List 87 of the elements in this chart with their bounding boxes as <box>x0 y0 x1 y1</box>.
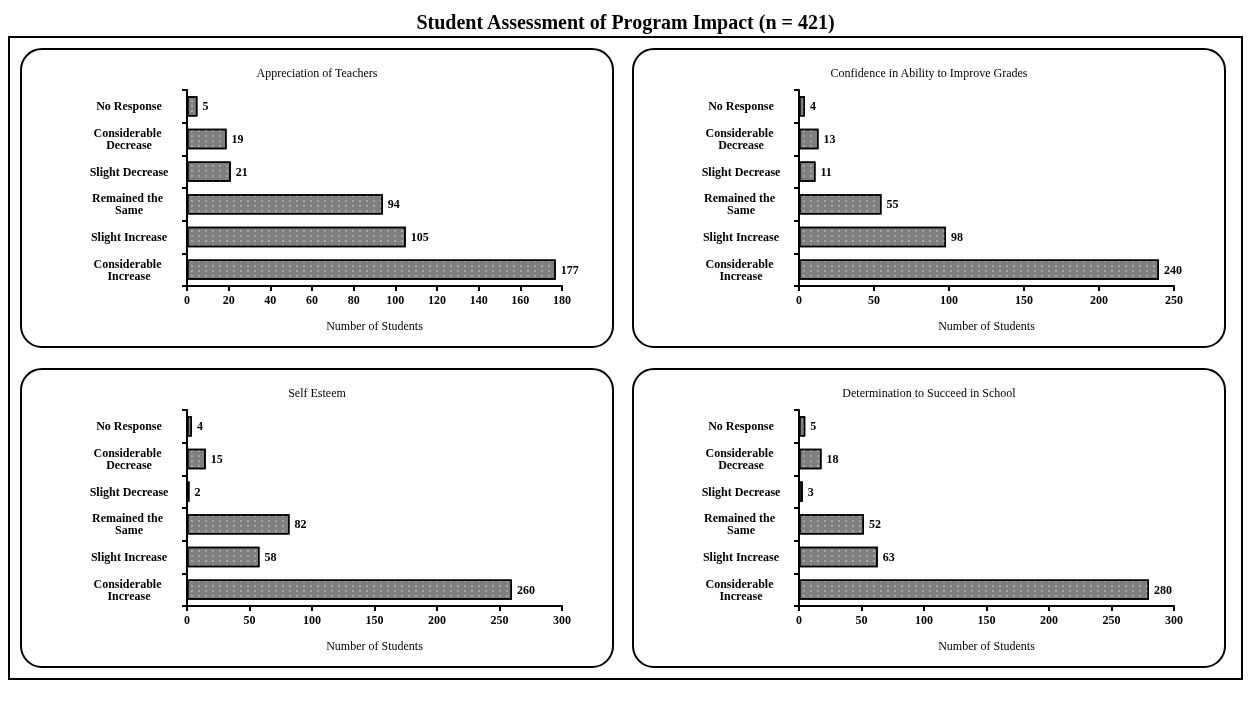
x-tick-label: 0 <box>796 293 802 307</box>
x-tick-label: 100 <box>940 293 958 307</box>
data-label: 21 <box>235 164 248 179</box>
y-tick-label: Considerable Increase <box>705 256 777 283</box>
chart-title: Self Esteem <box>288 386 347 400</box>
y-tick-label: No Response <box>708 419 775 434</box>
x-tick-label: 50 <box>855 613 868 627</box>
data-label: 13 <box>823 132 836 146</box>
data-label: 260 <box>517 582 535 597</box>
x-tick-label: 300 <box>1165 613 1183 627</box>
y-tick-label: Slight Increase <box>90 230 168 244</box>
x-tick-label: 250 <box>1165 293 1183 307</box>
data-label: 4 <box>810 99 816 114</box>
data-label: 15 <box>210 452 223 466</box>
x-tick-label: 300 <box>553 613 571 627</box>
y-tick-label: Slight Increase <box>702 550 780 564</box>
x-tick-label: 100 <box>915 613 933 627</box>
y-tick-label: Slight Decrease <box>701 484 782 499</box>
data-label: 105 <box>410 230 429 244</box>
data-label: 5 <box>810 419 817 434</box>
data-label: 52 <box>869 517 881 532</box>
x-tick-label: 160 <box>511 293 530 307</box>
data-label: 5 <box>202 99 209 114</box>
x-tick-label: 50 <box>868 293 880 307</box>
y-tick-label: Considerable Decrease <box>93 126 165 152</box>
x-tick-label: 150 <box>365 613 384 627</box>
data-label: 3 <box>807 484 814 499</box>
x-tick-label: 80 <box>347 293 360 307</box>
x-tick-label: 200 <box>1040 613 1058 627</box>
x-tick-label: 120 <box>428 293 446 307</box>
x-tick-label: 140 <box>469 293 488 307</box>
x-tick-label: 0 <box>184 293 190 307</box>
x-axis-title: Number of Students <box>938 319 1036 333</box>
y-tick-label: No Response <box>96 99 163 114</box>
y-tick-label: Considerable Decrease <box>705 446 777 472</box>
x-axis-title: Number of Students <box>326 319 424 333</box>
x-tick-label: 180 <box>553 293 571 307</box>
data-label: 177 <box>560 262 579 277</box>
x-tick-label: 20 <box>222 293 235 307</box>
x-tick-label: 250 <box>1102 613 1121 627</box>
data-label: 94 <box>387 197 400 212</box>
data-label: 4 <box>197 419 203 434</box>
data-label: 98 <box>951 230 963 244</box>
data-label: 55 <box>886 197 899 212</box>
x-axis-title: Number of Students <box>326 639 424 653</box>
y-tick-label: No Response <box>96 419 163 434</box>
y-tick-label: Considerable Increase <box>93 576 165 603</box>
y-tick-label: Considerable Decrease <box>93 446 165 472</box>
y-tick-label: Slight Decrease <box>89 484 170 499</box>
data-label: 280 <box>1154 582 1172 597</box>
y-tick-label: Considerable Increase <box>93 256 165 283</box>
x-tick-label: 200 <box>1090 293 1108 307</box>
data-label: 58 <box>264 550 277 564</box>
x-tick-label: 200 <box>428 613 446 627</box>
data-label: 63 <box>882 550 895 564</box>
chart-title: Appreciation of Teachers <box>256 66 378 80</box>
y-tick-label: Slight Decrease <box>89 164 170 179</box>
y-tick-label: Remained the Same <box>704 191 778 218</box>
x-tick-label: 0 <box>796 613 802 627</box>
x-tick-label: 100 <box>386 293 405 307</box>
chart-title: Confidence in Ability to Improve Grades <box>830 66 1028 80</box>
data-label: 18 <box>826 452 839 466</box>
data-label: 2 <box>194 484 201 499</box>
y-tick-label: Considerable Increase <box>705 576 777 603</box>
y-tick-label: Slight Decrease <box>701 164 782 179</box>
x-tick-label: 0 <box>184 613 190 627</box>
y-tick-label: Remained the Same <box>92 511 166 538</box>
y-tick-label: Remained the Same <box>704 511 778 538</box>
chart-title: Determination to Succeed in School <box>842 386 1017 400</box>
text: Student Assessment of Program Impact (n = 421) <box>415 10 836 36</box>
data-label: 11 <box>820 164 832 179</box>
y-tick-label: Remained the Same <box>92 191 166 218</box>
x-tick-label: 50 <box>243 613 256 627</box>
x-tick-label: 250 <box>490 613 509 627</box>
data-label: 82 <box>294 517 307 532</box>
data-label: 240 <box>1164 262 1182 277</box>
x-axis-title: Number of Students <box>938 639 1036 653</box>
x-tick-label: 40 <box>264 293 277 307</box>
x-tick-label: 150 <box>977 613 996 627</box>
y-tick-label: No Response <box>708 99 775 114</box>
x-tick-label: 100 <box>303 613 321 627</box>
y-tick-label: Slight Increase <box>90 550 168 564</box>
y-tick-label: Slight Increase <box>702 230 780 244</box>
y-tick-label: Considerable Decrease <box>705 126 777 152</box>
x-tick-label: 150 <box>1015 293 1033 307</box>
data-label: 19 <box>231 132 244 146</box>
x-tick-label: 60 <box>306 293 318 307</box>
